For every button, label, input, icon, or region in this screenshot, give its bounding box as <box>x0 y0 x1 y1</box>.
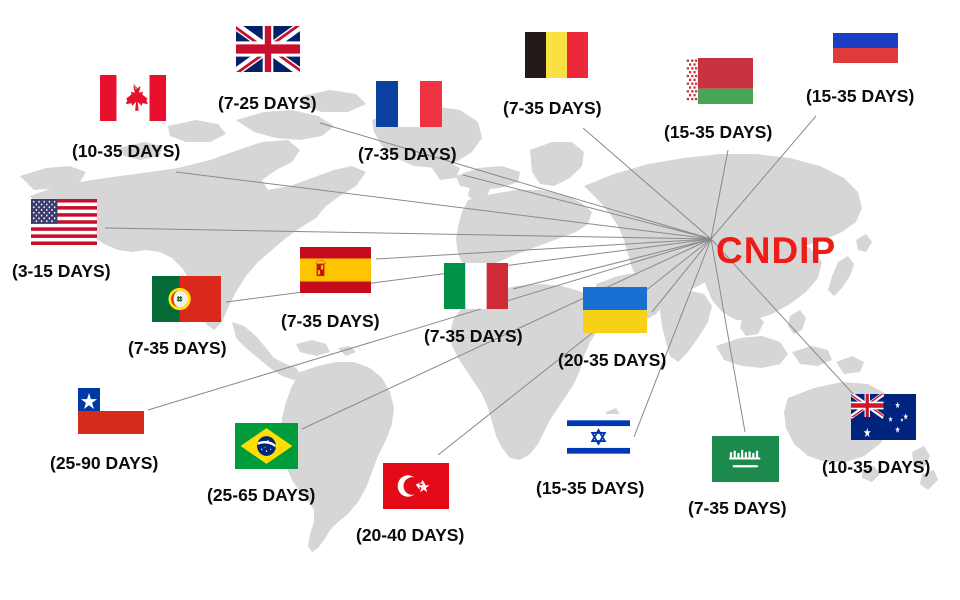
flag-uk <box>236 26 300 72</box>
flag-canada <box>100 75 166 121</box>
route-line-turkey <box>437 238 712 456</box>
flag-france <box>376 81 442 127</box>
flag-turkey <box>383 463 449 509</box>
flag-spain <box>300 247 371 293</box>
delivery-time-label-saudi-arabia: (7-35 DAYS) <box>688 498 787 518</box>
flag-saudi-arabia <box>712 436 779 482</box>
flag-belarus <box>686 58 753 104</box>
delivery-time-label-russia: (15-35 DAYS) <box>806 86 915 106</box>
flag-usa <box>31 199 97 245</box>
flag-chile <box>78 388 144 434</box>
flag-ukraine <box>583 287 647 333</box>
delivery-time-label-canada: (10-35 DAYS) <box>72 141 181 161</box>
route-line-united-kingdom <box>319 122 712 240</box>
route-line-brazil <box>301 238 712 430</box>
delivery-time-label-turkey: (20-40 DAYS) <box>356 525 465 545</box>
delivery-time-label-portugal: (7-35 DAYS) <box>128 338 227 358</box>
delivery-time-label-belgium: (7-35 DAYS) <box>503 98 602 118</box>
delivery-time-label-israel: (15-35 DAYS) <box>536 478 645 498</box>
flag-russia <box>833 18 898 63</box>
delivery-time-label-italy: (7-35 DAYS) <box>424 326 523 346</box>
route-line-canada <box>175 171 712 240</box>
delivery-time-label-brazil: (25-65 DAYS) <box>207 485 316 505</box>
route-line-ukraine <box>651 238 712 313</box>
route-line-israel <box>633 238 712 438</box>
route-line-italy <box>512 238 712 290</box>
delivery-time-label-belarus: (15-35 DAYS) <box>664 122 773 142</box>
delivery-time-label-united-kingdom: (7-25 DAYS) <box>218 93 317 113</box>
route-line-united-states <box>104 227 712 240</box>
delivery-time-label-spain: (7-35 DAYS) <box>281 311 380 331</box>
route-line-belarus <box>710 149 729 240</box>
delivery-time-label-chile: (25-90 DAYS) <box>50 453 159 473</box>
route-line-spain <box>375 238 712 260</box>
flag-belgium <box>525 32 588 78</box>
route-line-russia <box>710 115 817 240</box>
flag-israel <box>567 414 630 460</box>
delivery-time-label-france: (7-35 DAYS) <box>358 144 457 164</box>
route-line-saudi-arabia <box>710 238 746 433</box>
route-line-chile <box>147 238 712 411</box>
flag-brazil <box>235 423 298 469</box>
flag-portugal <box>152 276 221 322</box>
hub-label-cndip: CNDIP <box>716 230 837 271</box>
delivery-time-label-ukraine: (20-35 DAYS) <box>558 350 667 370</box>
flag-italy <box>444 263 508 309</box>
route-line-france <box>462 174 712 240</box>
route-line-australia <box>710 238 856 397</box>
flag-australia <box>851 394 916 440</box>
delivery-time-label-australia: (10-35 DAYS) <box>822 457 931 477</box>
delivery-time-label-united-states: (3-15 DAYS) <box>12 261 111 281</box>
route-line-belgium <box>582 127 712 240</box>
